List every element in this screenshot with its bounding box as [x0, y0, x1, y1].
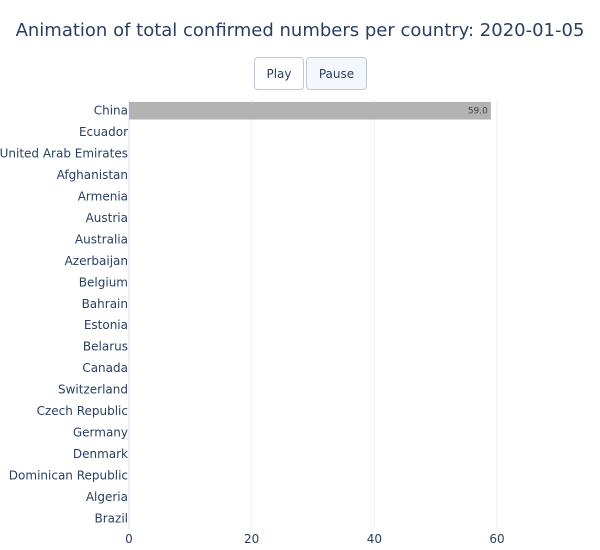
- y-tick-label: Denmark: [73, 447, 128, 461]
- y-tick-label: Armenia: [78, 190, 128, 204]
- bar[interactable]: [129, 101, 491, 120]
- x-axis: 0 20 40 60: [125, 532, 504, 546]
- animation-controls: Play Pause: [254, 57, 367, 90]
- bar-data-label: 59.0: [468, 107, 488, 117]
- x-tick-label: 60: [489, 532, 504, 546]
- y-tick-label: Estonia: [84, 318, 128, 332]
- x-tick-label: 0: [125, 532, 133, 546]
- y-tick-label: Belarus: [83, 340, 128, 354]
- y-tick-label: Bahrain: [82, 297, 128, 311]
- y-tick-label: Afghanistan: [57, 168, 128, 182]
- y-tick-label: Canada: [82, 361, 128, 375]
- y-tick-label: United Arab Emirates: [0, 147, 128, 161]
- bars: 59.0: [129, 101, 491, 120]
- y-tick-label: Azerbaijan: [65, 254, 128, 268]
- y-tick-label: Belgium: [79, 275, 128, 289]
- y-tick-label: Brazil: [95, 511, 129, 525]
- x-tick-label: 40: [367, 532, 382, 546]
- y-tick-label: Czech Republic: [37, 404, 128, 418]
- x-tick-label: 20: [244, 532, 259, 546]
- y-tick-label: Australia: [75, 232, 128, 246]
- pause-button[interactable]: Pause: [306, 57, 367, 90]
- y-tick-label: Germany: [73, 425, 128, 439]
- y-tick-label: Switzerland: [58, 383, 128, 397]
- y-tick-label: Algeria: [86, 490, 128, 504]
- y-tick-label: Austria: [86, 211, 128, 225]
- y-tick-label: Ecuador: [79, 125, 128, 139]
- y-tick-label: China: [94, 104, 128, 118]
- y-tick-label: Dominican Republic: [9, 468, 128, 482]
- grid-lines: [128, 100, 498, 529]
- chart-title: Animation of total confirmed numbers per…: [15, 20, 585, 41]
- y-axis: China Ecuador United Arab Emirates Afghanis…: [0, 104, 128, 526]
- play-button[interactable]: Play: [254, 57, 304, 90]
